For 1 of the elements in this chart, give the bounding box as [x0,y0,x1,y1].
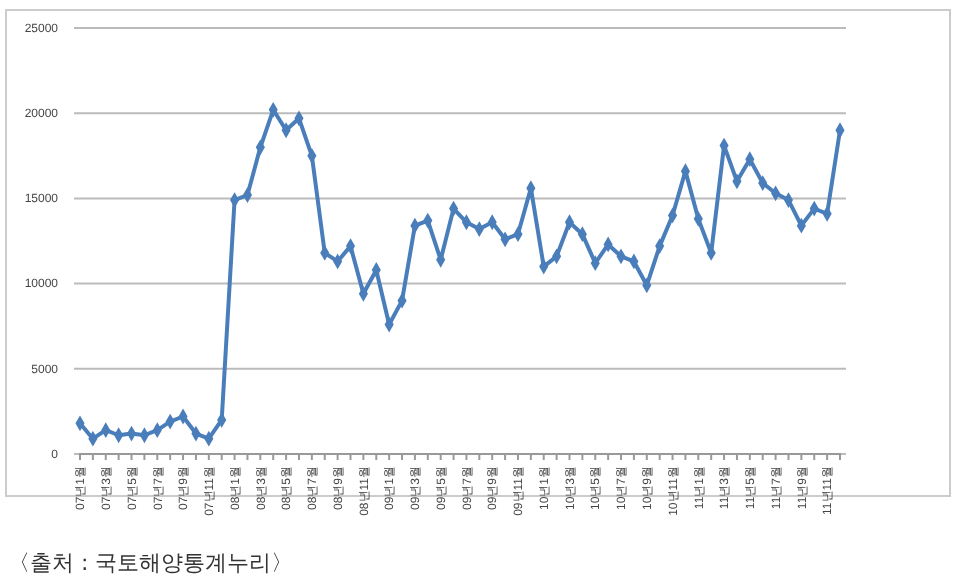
text: 〈출처 : 국토해양통계누리〉 [8,550,294,576]
